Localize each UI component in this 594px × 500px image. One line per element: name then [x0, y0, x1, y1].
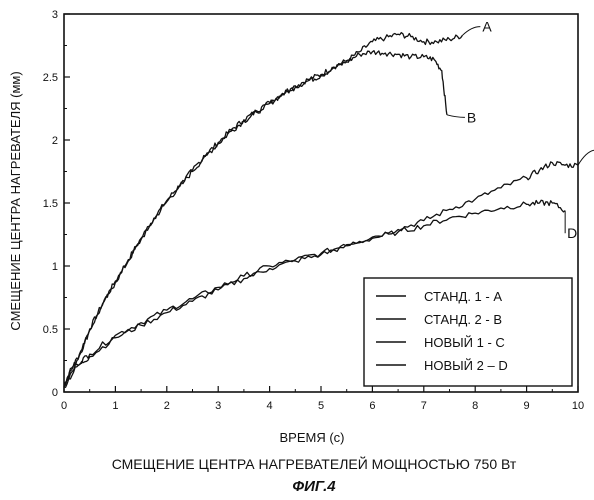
y-tick-label: 0.5	[43, 324, 58, 336]
x-tick-label: 9	[524, 400, 530, 412]
y-tick-label: 1.5	[43, 198, 58, 210]
y-tick-label: 0	[52, 387, 58, 399]
y-tick-label: 2.5	[43, 72, 58, 84]
x-tick-label: 7	[421, 400, 427, 412]
legend: СТАНД. 1 - А СТАНД. 2 - В НОВЫЙ 1 - С НОВЫЙ…	[364, 278, 572, 386]
x-tick-label: 5	[318, 400, 324, 412]
y-tick-label: 1	[52, 261, 58, 273]
legend-entry: СТАНД. 1 - А	[424, 289, 502, 304]
y-tick-label: 2	[52, 135, 58, 147]
x-tick-label: 6	[369, 400, 375, 412]
x-tick-label: 10	[572, 400, 584, 412]
annotation-leader-c	[578, 150, 594, 165]
legend-entry: НОВЫЙ 2 – D	[424, 358, 508, 373]
x-tick-label: 2	[164, 400, 170, 412]
x-tick-label: 3	[215, 400, 221, 412]
legend-entry: СТАНД. 2 - В	[424, 312, 502, 327]
x-tick-label: 4	[267, 400, 273, 412]
legend-entry: НОВЫЙ 1 - С	[424, 335, 505, 350]
annotation-leader-a	[462, 27, 480, 36]
chart-caption: СМЕЩЕНИЕ ЦЕНТРА НАГРЕВАТЕЛЕЙ МОЩНОСТЬЮ 7…	[112, 455, 517, 472]
annotation-label-d: D	[567, 225, 577, 241]
annotation-label-a: A	[482, 19, 492, 35]
x-axis-title: ВРЕМЯ (с)	[280, 430, 345, 445]
x-tick-label: 1	[112, 400, 118, 412]
series-annotations: ABCD	[447, 19, 594, 242]
y-axis-title: СМЕЩЕНИЕ ЦЕНТРА НАГРЕВАТЕЛЯ (мм)	[8, 71, 23, 330]
annotation-leader-b	[447, 115, 465, 118]
annotation-label-b: B	[467, 109, 476, 125]
x-tick-label: 8	[472, 400, 478, 412]
y-tick-label: 3	[52, 9, 58, 21]
figure-label: ФИГ.4	[292, 478, 336, 495]
x-tick-label: 0	[61, 400, 67, 412]
